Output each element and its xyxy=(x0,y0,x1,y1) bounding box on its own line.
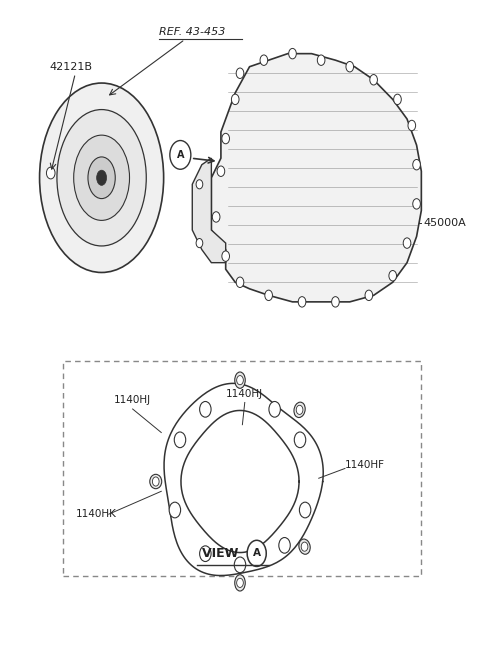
Ellipse shape xyxy=(235,575,245,591)
Circle shape xyxy=(169,502,180,518)
Circle shape xyxy=(174,432,186,447)
Circle shape xyxy=(222,133,229,144)
Text: A: A xyxy=(177,150,184,160)
Circle shape xyxy=(301,542,308,551)
Ellipse shape xyxy=(57,110,146,246)
Ellipse shape xyxy=(150,474,162,489)
Circle shape xyxy=(269,401,280,417)
Circle shape xyxy=(403,238,411,249)
Text: 1140HK: 1140HK xyxy=(75,510,116,520)
Ellipse shape xyxy=(47,167,55,179)
Circle shape xyxy=(296,405,303,415)
Text: 1140HJ: 1140HJ xyxy=(226,388,264,399)
Circle shape xyxy=(389,270,396,281)
Polygon shape xyxy=(192,158,226,262)
Ellipse shape xyxy=(39,83,164,272)
Circle shape xyxy=(200,546,211,562)
Circle shape xyxy=(279,537,290,553)
Circle shape xyxy=(294,432,306,447)
Circle shape xyxy=(394,94,401,104)
Circle shape xyxy=(200,401,211,417)
Circle shape xyxy=(408,120,416,131)
Circle shape xyxy=(236,68,244,79)
Circle shape xyxy=(332,297,339,307)
Circle shape xyxy=(288,49,296,59)
Text: REF. 43-453: REF. 43-453 xyxy=(159,28,225,37)
Circle shape xyxy=(265,290,273,300)
Circle shape xyxy=(370,75,377,85)
Circle shape xyxy=(237,376,243,384)
Circle shape xyxy=(317,55,325,66)
FancyBboxPatch shape xyxy=(63,361,421,576)
Polygon shape xyxy=(211,54,421,302)
Text: 1140HJ: 1140HJ xyxy=(114,395,151,405)
Ellipse shape xyxy=(88,157,115,199)
Text: 45000A: 45000A xyxy=(424,218,467,228)
Circle shape xyxy=(365,290,372,300)
Circle shape xyxy=(222,251,229,261)
Text: A: A xyxy=(252,548,261,558)
Circle shape xyxy=(298,297,306,307)
Circle shape xyxy=(346,62,354,72)
Circle shape xyxy=(196,180,203,189)
Ellipse shape xyxy=(96,170,107,186)
Circle shape xyxy=(153,477,159,486)
Circle shape xyxy=(170,140,191,169)
Ellipse shape xyxy=(299,539,310,554)
Ellipse shape xyxy=(294,402,305,417)
Circle shape xyxy=(196,239,203,248)
Circle shape xyxy=(247,541,266,566)
Circle shape xyxy=(413,159,420,170)
Circle shape xyxy=(300,502,311,518)
Text: VIEW: VIEW xyxy=(202,547,242,560)
Circle shape xyxy=(234,557,246,573)
Circle shape xyxy=(217,166,225,176)
Text: 42121B: 42121B xyxy=(49,62,92,72)
Text: 1140HF: 1140HF xyxy=(345,461,385,470)
Circle shape xyxy=(212,212,220,222)
Circle shape xyxy=(260,55,268,66)
Ellipse shape xyxy=(74,135,130,220)
Ellipse shape xyxy=(235,372,245,388)
Circle shape xyxy=(231,94,239,104)
Circle shape xyxy=(413,199,420,209)
Circle shape xyxy=(237,579,243,587)
Circle shape xyxy=(236,277,244,287)
